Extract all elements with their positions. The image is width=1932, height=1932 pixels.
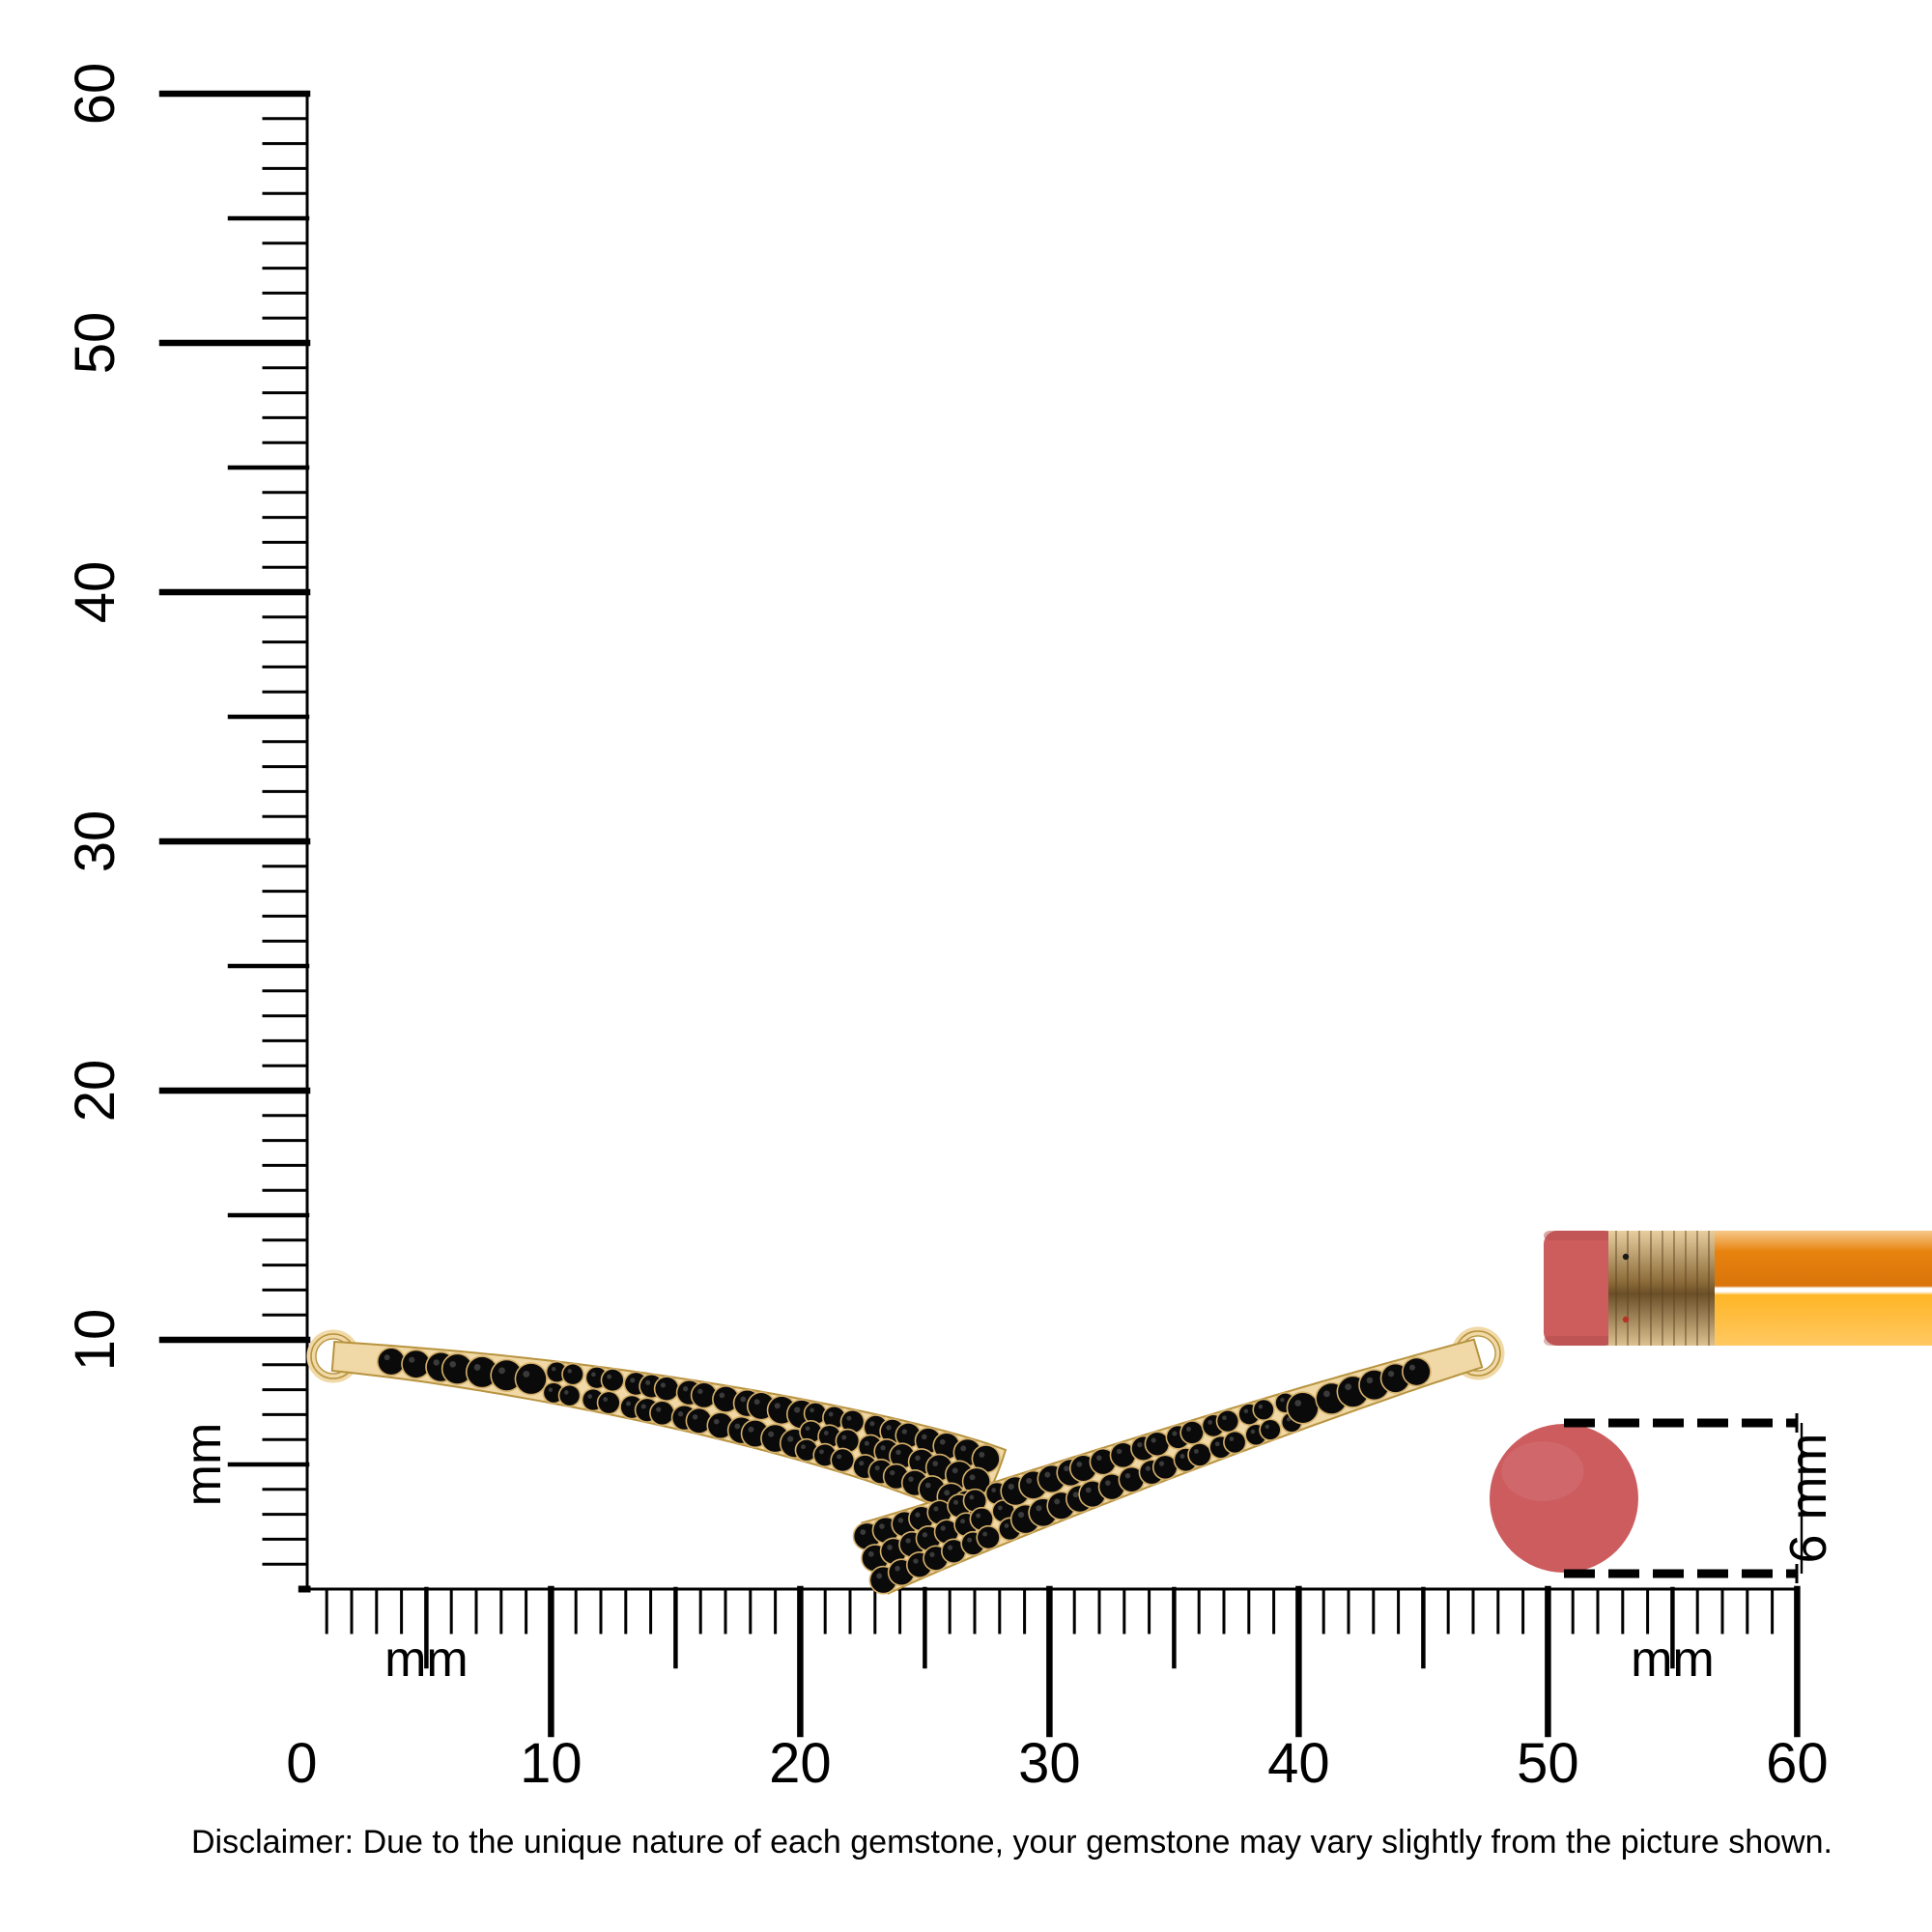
svg-text:10: 10 bbox=[520, 1732, 582, 1795]
svg-text:60: 60 bbox=[1766, 1732, 1829, 1795]
svg-text:10: 10 bbox=[64, 1309, 127, 1372]
svg-text:mm: mm bbox=[1631, 1632, 1715, 1688]
svg-text:30: 30 bbox=[1018, 1732, 1081, 1795]
svg-text:40: 40 bbox=[64, 561, 127, 624]
svg-text:40: 40 bbox=[1267, 1732, 1330, 1795]
svg-text:mm: mm bbox=[176, 1423, 232, 1507]
svg-text:50: 50 bbox=[1517, 1732, 1579, 1795]
svg-text:20: 20 bbox=[769, 1732, 832, 1795]
svg-text:0: 0 bbox=[286, 1732, 317, 1795]
svg-text:6 mm: 6 mm bbox=[1779, 1434, 1837, 1564]
svg-text:20: 20 bbox=[64, 1060, 127, 1122]
svg-text:50: 50 bbox=[64, 312, 127, 375]
svg-text:60: 60 bbox=[64, 63, 127, 126]
svg-text:30: 30 bbox=[64, 810, 127, 873]
svg-text:mm: mm bbox=[384, 1632, 469, 1688]
